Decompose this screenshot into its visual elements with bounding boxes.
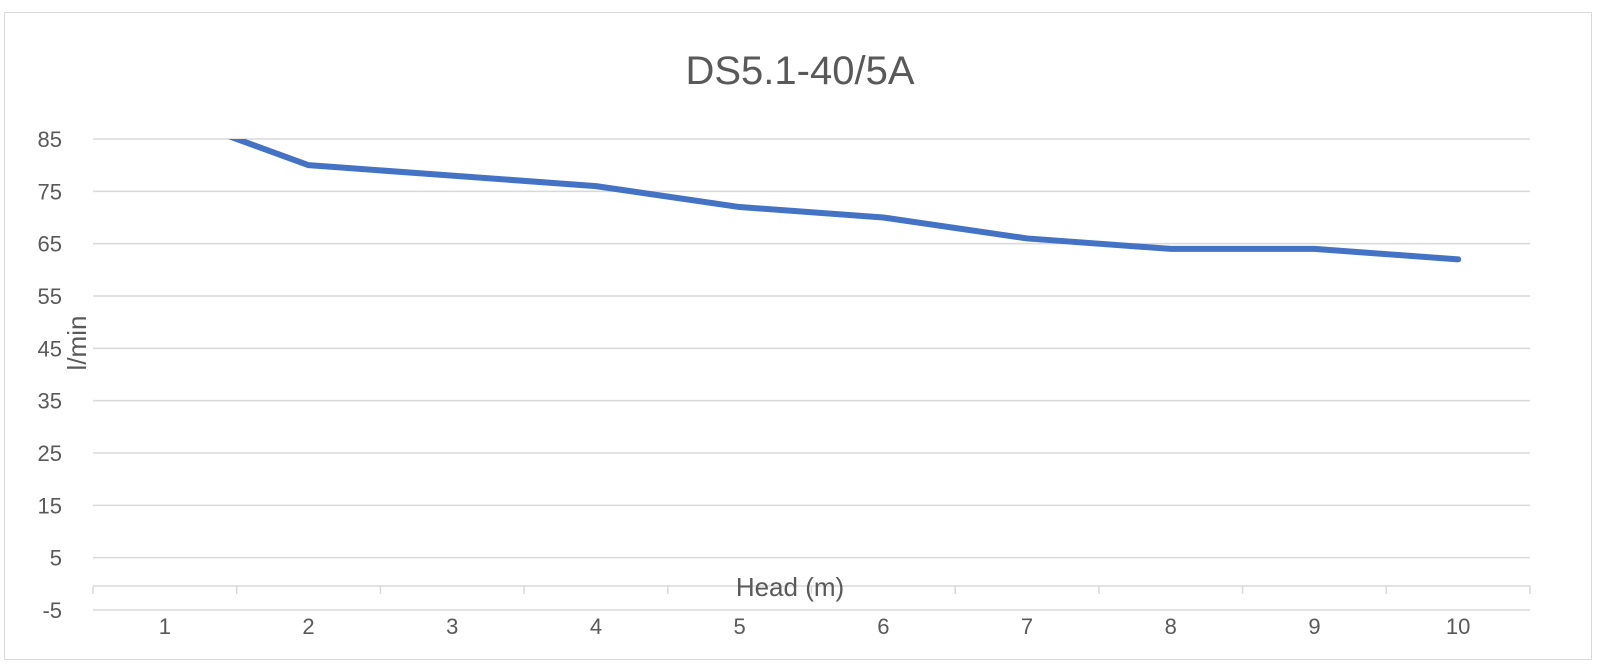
- x-tick-labels: 1 2 3 4 5 6 7 8 9 10: [159, 614, 1471, 639]
- x-tick-label: 6: [877, 614, 889, 639]
- y-tick-label: 55: [38, 284, 62, 309]
- x-tick-label: 9: [1308, 614, 1320, 639]
- gridlines: [93, 138, 1530, 611]
- y-tick-label: -5: [42, 598, 62, 623]
- x-tick-label: 10: [1446, 614, 1470, 639]
- y-tick-label: 35: [38, 389, 62, 414]
- x-tick-label: 2: [302, 614, 314, 639]
- x-tick-label: 7: [1021, 614, 1033, 639]
- x-tick-label: 1: [159, 614, 171, 639]
- x-tick-label: 4: [590, 614, 602, 639]
- y-tick-label: 15: [38, 493, 62, 518]
- x-axis: [92, 585, 1531, 594]
- y-tick-label: 5: [50, 546, 62, 571]
- x-tick-label: 5: [734, 614, 746, 639]
- y-tick-labels: -5 5 15 25 35 45 55 65 75 85: [38, 127, 62, 623]
- chart-frame: [4, 12, 1592, 660]
- series-group: [227, 139, 1462, 263]
- chart-title: DS5.1-40/5A: [685, 49, 914, 93]
- y-tick-label: 65: [38, 232, 62, 257]
- x-tick-label: 3: [446, 614, 458, 639]
- x-axis-label: Head (m): [736, 572, 844, 602]
- y-tick-label: 25: [38, 441, 62, 466]
- x-tick-label: 8: [1165, 614, 1177, 639]
- y-tick-label: 45: [38, 336, 62, 361]
- y-tick-label: 75: [38, 179, 62, 204]
- y-tick-label: 85: [38, 127, 62, 152]
- series-line: [227, 139, 1462, 263]
- y-axis-label: l/min: [62, 316, 92, 371]
